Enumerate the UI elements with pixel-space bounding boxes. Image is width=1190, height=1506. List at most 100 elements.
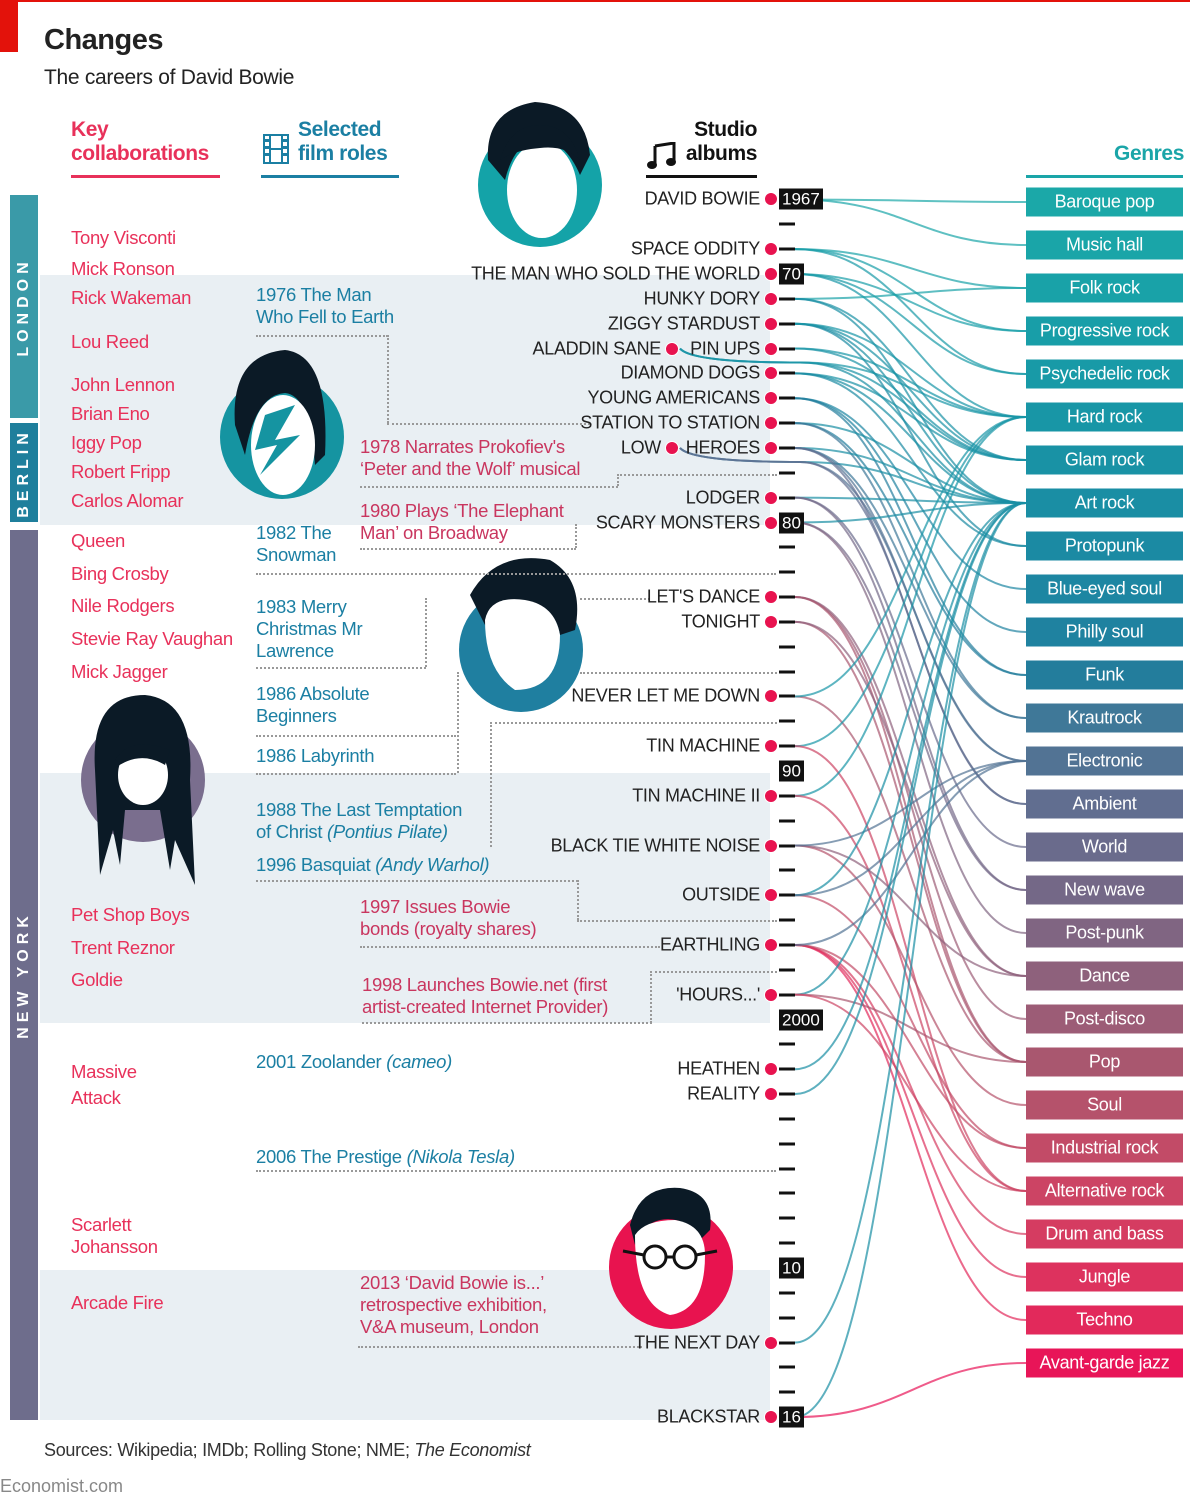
genre-box[interactable]: Jungle [1026, 1262, 1183, 1292]
album-dot[interactable] [764, 614, 778, 629]
album-genre-link [794, 894, 1027, 1149]
genre-box[interactable]: Industrial rock [1026, 1133, 1183, 1163]
album-dot[interactable] [764, 490, 778, 505]
album-dot[interactable] [764, 515, 778, 530]
album-dot[interactable] [764, 366, 778, 381]
album-label[interactable]: LET'S DANCE [646, 586, 760, 607]
album-dot[interactable] [764, 937, 778, 952]
genre-box[interactable]: World [1026, 832, 1183, 862]
genre-box[interactable]: Music hall [1026, 230, 1183, 260]
genre-box[interactable]: Drum and bass [1026, 1219, 1183, 1249]
album-dot[interactable] [665, 341, 679, 356]
album-label[interactable]: THE NEXT DAY [634, 1332, 760, 1353]
album-label[interactable]: HEATHEN [677, 1058, 760, 1079]
album-dot[interactable] [764, 1335, 778, 1350]
album-genre-link [794, 322, 1027, 418]
genre-box[interactable]: Funk [1026, 660, 1183, 690]
album-dot[interactable] [764, 689, 778, 704]
album-dot[interactable] [764, 391, 778, 406]
album-label[interactable]: YOUNG AMERICANS [587, 387, 760, 408]
genre-box[interactable]: Art rock [1026, 488, 1183, 518]
genre-box[interactable]: Hard rock [1026, 402, 1183, 432]
genre-box[interactable]: Pop [1026, 1047, 1183, 1077]
album-dot[interactable] [764, 1087, 778, 1102]
album-genre-link [794, 993, 1027, 1192]
album-dot[interactable] [764, 291, 778, 306]
album-label[interactable]: EARTHLING [660, 934, 760, 955]
band-1970s [40, 275, 770, 525]
genre-box[interactable]: Glam rock [1026, 445, 1183, 475]
genre-box[interactable]: Folk rock [1026, 273, 1183, 303]
career-event: 2013 ‘David Bowie is...’ retrospective ex… [360, 1272, 547, 1337]
album-dot[interactable] [764, 440, 778, 455]
genre-box[interactable]: Soul [1026, 1090, 1183, 1120]
album-dot[interactable] [764, 987, 778, 1002]
genre-box[interactable]: Avant-garde jazz [1026, 1348, 1183, 1378]
album-label[interactable]: 'HOURS...' [676, 984, 760, 1005]
collaborator: Stevie Ray Vaughan [71, 628, 233, 649]
genre-box[interactable]: Alternative rock [1026, 1176, 1183, 1206]
genre-box[interactable]: Blue-eyed soul [1026, 574, 1183, 604]
genre-box[interactable]: Progressive rock [1026, 316, 1183, 346]
album-genre-link [794, 297, 1027, 461]
album-genre-link [794, 287, 1027, 300]
album-label[interactable]: DAVID BOWIE [644, 188, 761, 209]
album-genre-link [794, 760, 1027, 946]
album-dot[interactable] [764, 267, 778, 281]
album-dot[interactable] [764, 590, 778, 605]
album-label[interactable]: BLACK TIE WHITE NOISE [550, 835, 761, 856]
album-dot[interactable] [764, 788, 778, 803]
year-tick [779, 247, 795, 251]
album-label[interactable]: SPACE ODDITY [630, 238, 760, 259]
album-genre-link [794, 273, 1027, 375]
album-dot[interactable] [764, 888, 778, 903]
year-tick [779, 222, 795, 226]
album-dot[interactable] [764, 341, 778, 356]
album-dot[interactable] [764, 416, 778, 431]
album-label[interactable]: PIN UPS [690, 338, 760, 359]
album-label[interactable]: SCARY MONSTERS [595, 512, 760, 532]
genre-box[interactable]: Baroque pop [1026, 187, 1183, 217]
collaborator: Nile Rodgers [71, 595, 175, 616]
genre-box[interactable]: Dance [1026, 961, 1183, 991]
album-label[interactable]: LOW [620, 437, 661, 458]
film-role: 1982 The Snowman [256, 522, 337, 565]
genre-box[interactable]: Krautrock [1026, 703, 1183, 733]
genre-box[interactable]: Philly soul [1026, 617, 1183, 647]
genre-box[interactable]: Psychedelic rock [1026, 359, 1183, 389]
album-label[interactable]: TIN MACHINE [646, 735, 760, 756]
year-tick [779, 968, 795, 972]
album-label[interactable]: LODGER [685, 487, 761, 508]
album-dot[interactable] [764, 838, 778, 853]
album-label[interactable]: HEROES [685, 437, 761, 458]
album-label[interactable]: REALITY [687, 1083, 760, 1104]
album-dot[interactable] [764, 739, 778, 754]
album-label[interactable]: ALADDIN SANE [532, 338, 662, 359]
genre-box[interactable]: Ambient [1026, 789, 1183, 819]
album-dot[interactable] [665, 440, 679, 455]
album-label[interactable]: NEVER LET ME DOWN [571, 685, 760, 706]
album-dot[interactable] [764, 316, 778, 331]
album-label[interactable]: TONIGHT [681, 611, 760, 632]
genre-box[interactable]: Post-punk [1026, 918, 1183, 948]
genre-box[interactable]: Electronic [1026, 746, 1183, 776]
album-label[interactable]: TIN MACHINE II [632, 785, 760, 806]
album-dot[interactable] [764, 1062, 778, 1077]
album-label[interactable]: OUTSIDE [682, 884, 760, 905]
album-dot[interactable] [764, 1410, 778, 1425]
album-label[interactable]: THE MAN WHO SOLD THE WORLD [471, 263, 760, 284]
album-genre-link [794, 496, 1027, 504]
album-label[interactable]: DIAMOND DOGS [620, 362, 761, 383]
album-label[interactable]: ZIGGY STARDUST [607, 313, 760, 334]
genre-box[interactable]: Techno [1026, 1305, 1183, 1335]
album-dot[interactable] [764, 192, 778, 207]
album-label[interactable]: STATION TO STATION [580, 412, 760, 433]
genre-box[interactable]: New wave [1026, 875, 1183, 905]
album-dot[interactable] [764, 242, 778, 257]
genre-box[interactable]: Post-disco [1026, 1004, 1183, 1034]
year-label: 2000 [779, 1009, 823, 1030]
album-genre-link [794, 844, 1027, 1106]
album-label[interactable]: BLACKSTAR [657, 1406, 760, 1427]
genre-box[interactable]: Protopunk [1026, 531, 1183, 561]
album-label[interactable]: HUNKY DORY [643, 288, 761, 309]
